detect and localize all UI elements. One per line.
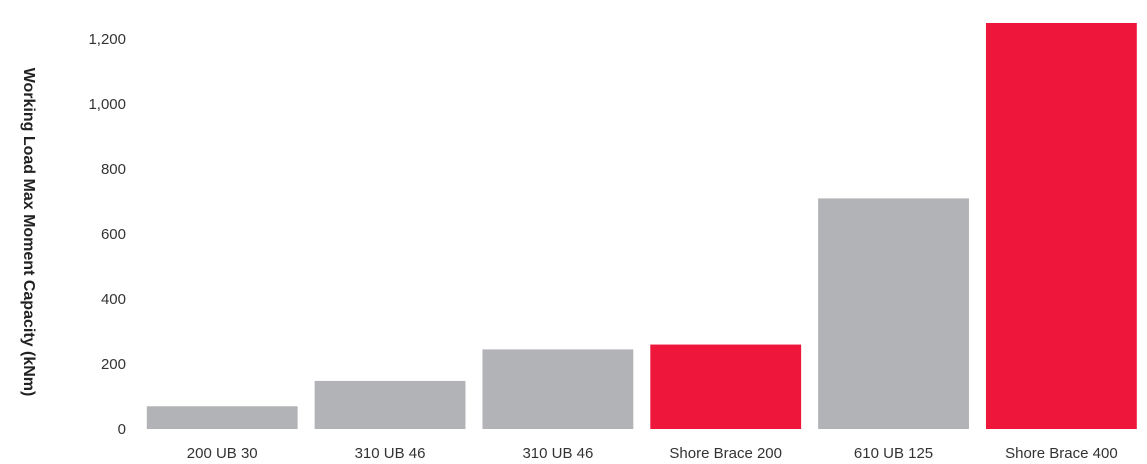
y-tick-label: 1,200: [88, 31, 126, 48]
x-category-label: 200 UB 30: [187, 445, 258, 462]
x-category-label: Shore Brace 400: [1005, 445, 1118, 462]
y-tick-label: 400: [101, 291, 126, 308]
bar: [482, 349, 634, 429]
y-tick-label: 0: [118, 421, 126, 438]
y-tick-label: 800: [101, 161, 126, 178]
y-tick-label: 200: [101, 356, 126, 373]
y-axis-ticks: 0 200 400 600 800 1,000 1,200: [88, 31, 126, 438]
y-tick-label: 600: [101, 226, 126, 243]
bars: [146, 23, 1137, 429]
x-category-label: 610 UB 125: [854, 445, 933, 462]
x-category-label: 310 UB 46: [522, 445, 593, 462]
y-tick-label: 1,000: [88, 96, 126, 113]
bar: [818, 198, 969, 429]
x-category-label: 310 UB 46: [355, 445, 426, 462]
bar: [146, 406, 298, 429]
x-axis-categories: 200 UB 30 310 UB 46 310 UB 46 Shore Brace 2…: [187, 445, 1118, 462]
bar: [650, 344, 802, 429]
bar: [985, 23, 1137, 429]
x-category-label: Shore Brace 200: [669, 445, 782, 462]
bar: [314, 380, 466, 429]
y-axis-title: Working Load Max Moment Capacity (kNm): [20, 68, 37, 397]
